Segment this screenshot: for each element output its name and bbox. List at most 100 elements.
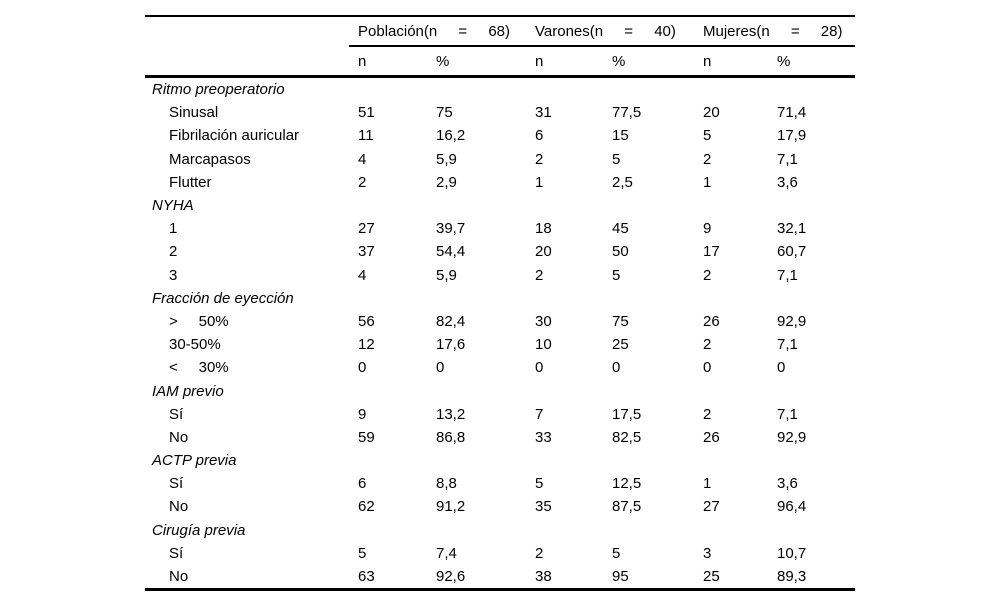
cell-value: 17 [703, 243, 720, 261]
row-label: Sí [169, 475, 184, 493]
cell-value: 38 [535, 568, 552, 586]
cell-value: 4 [358, 150, 367, 168]
table-bottom-rule [145, 588, 855, 592]
cell-value: 26 [703, 312, 720, 330]
section-header-row: Cirugía previa [145, 519, 855, 542]
cell-value: 7,1 [777, 150, 798, 168]
cell-value: 5,9 [436, 150, 457, 168]
cell-value: 20 [703, 104, 720, 122]
cell-value: 37 [358, 243, 375, 261]
row-label: Sí [169, 405, 184, 423]
column-group-mujeres: Mujeres(n = 28) [703, 22, 843, 40]
cell-value: 7,4 [436, 544, 457, 562]
cell-value: 2 [703, 150, 712, 168]
cell-value: 96,4 [777, 498, 807, 516]
cell-value: 11 [358, 127, 374, 145]
cell-value: 20 [535, 243, 552, 261]
cell-value: 56 [358, 312, 375, 330]
cell-value: 15 [612, 127, 629, 145]
cell-value: 10,7 [777, 544, 807, 562]
cell-value: 18 [535, 220, 552, 238]
subheader-n-varones: n [535, 52, 544, 70]
cell-value: 86,8 [436, 428, 466, 446]
cell-value: 2 [535, 544, 544, 562]
cell-value: 82,4 [436, 312, 466, 330]
row-label: Sí [169, 544, 184, 562]
section-header-row: IAM previo [145, 379, 855, 402]
section-header-row: Fracción de eyección [145, 287, 855, 310]
cell-value: 2,5 [612, 173, 633, 191]
cell-value: 32,1 [777, 220, 807, 238]
table-body: Ritmo preoperatorio Sinusal 51 75 31 77,5 20 71… [145, 78, 855, 588]
cell-value: 0 [777, 359, 786, 377]
cell-value: 13,2 [436, 405, 466, 423]
table-row: 30-50% 12 17,6 10 25 2 7,1 [145, 333, 855, 356]
section-header-row: Ritmo preoperatorio [145, 78, 855, 101]
cell-value: 75 [612, 312, 629, 330]
cell-value: 2 [535, 150, 544, 168]
cell-value: 2,9 [436, 173, 457, 191]
cell-value: 5 [358, 544, 367, 562]
cell-value: 33 [535, 428, 552, 446]
cell-value: 12,5 [612, 475, 642, 493]
section-header-label: Cirugía previa [152, 521, 246, 539]
cell-value: 26 [703, 428, 720, 446]
table-header-body-rule [145, 75, 855, 78]
cell-value: 77,5 [612, 104, 642, 122]
cell-value: 51 [358, 104, 375, 122]
row-label: 3 [169, 266, 178, 284]
table-top-rule [145, 15, 855, 17]
row-label: 2 [169, 243, 178, 261]
table-row: Fibrilación auricular 11 16,2 6 15 5 17,9 [145, 124, 855, 147]
table-row: Marcapasos 4 5,9 2 5 2 7,1 [145, 148, 855, 171]
cell-value: 2 [358, 173, 367, 191]
row-label: Fibrilación auricular [169, 127, 300, 145]
table-subheader-row: n % n % n % [145, 47, 855, 75]
cell-value: 92,6 [436, 568, 466, 586]
subheader-pct-mujeres: % [777, 52, 791, 70]
cell-value: 2 [703, 336, 712, 354]
row-label: Flutter [169, 173, 212, 191]
cell-value: 1 [703, 173, 712, 191]
cell-value: 12 [358, 336, 375, 354]
cell-value: 2 [703, 405, 712, 423]
table-group-header-rule [349, 45, 855, 47]
cell-value: 39,7 [436, 220, 466, 238]
cell-value: 10 [535, 336, 552, 354]
cell-value: 54,4 [436, 243, 466, 261]
row-label: Sinusal [169, 104, 219, 122]
cell-value: 0 [703, 359, 712, 377]
table-group-header-row: Población(n = 68) Varones(n = 40) Mujere… [145, 17, 855, 45]
clinical-characteristics-table: Población(n = 68) Varones(n = 40) Mujere… [145, 15, 855, 592]
cell-value: 0 [535, 359, 544, 377]
cell-value: 75 [436, 104, 453, 122]
table-row: 1 27 39,7 18 45 9 32,1 [145, 217, 855, 240]
cell-value: 9 [703, 220, 712, 238]
cell-value: 16,2 [436, 127, 466, 145]
column-group-varones: Varones(n = 40) [535, 22, 676, 40]
table-row: No 59 86,8 33 82,5 26 92,9 [145, 426, 855, 449]
section-header-label: IAM previo [152, 382, 224, 400]
cell-value: 92,9 [777, 312, 807, 330]
cell-value: 95 [612, 568, 629, 586]
table-row: Sí 5 7,4 2 5 3 10,7 [145, 542, 855, 565]
section-header-row: ACTP previa [145, 449, 855, 472]
table-row: No 62 91,2 35 87,5 27 96,4 [145, 495, 855, 518]
cell-value: 4 [358, 266, 367, 284]
row-label: > 50% [169, 312, 229, 330]
cell-value: 59 [358, 428, 375, 446]
row-label: 1 [169, 220, 178, 238]
subheader-pct-varones: % [612, 52, 626, 70]
table-row: Sí 6 8,8 5 12,5 1 3,6 [145, 472, 855, 495]
row-label: No [169, 498, 189, 516]
table-row: < 30% 0 0 0 0 0 0 [145, 356, 855, 379]
subheader-n-mujeres: n [703, 52, 712, 70]
cell-value: 25 [612, 336, 629, 354]
cell-value: 5 [535, 475, 544, 493]
table-row: Sinusal 51 75 31 77,5 20 71,4 [145, 101, 855, 124]
cell-value: 0 [436, 359, 445, 377]
cell-value: 89,3 [777, 568, 807, 586]
table-row: > 50% 56 82,4 30 75 26 92,9 [145, 310, 855, 333]
cell-value: 62 [358, 498, 375, 516]
